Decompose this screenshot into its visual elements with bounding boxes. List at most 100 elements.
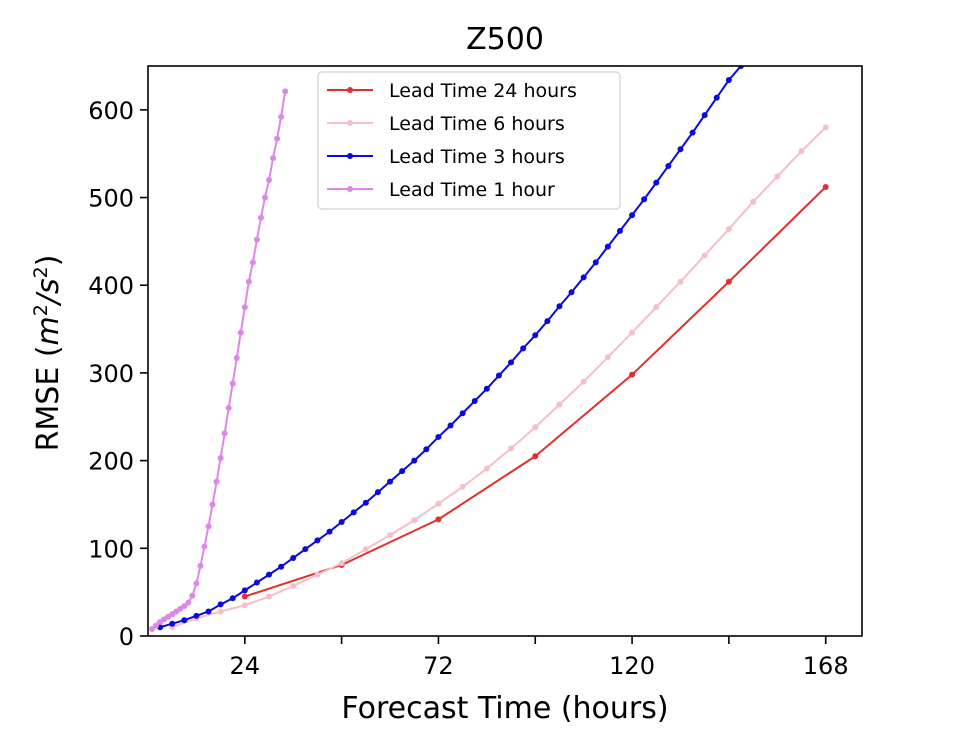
data-point: [725, 278, 732, 285]
data-point: [225, 405, 232, 411]
y-tick-label: 600: [88, 97, 134, 125]
data-point: [677, 146, 684, 153]
data-point: [266, 177, 273, 183]
data-point: [270, 155, 277, 162]
data-point: [653, 179, 660, 186]
data-point: [193, 612, 200, 619]
data-point: [701, 112, 708, 119]
data-point: [822, 184, 829, 191]
data-point: [229, 380, 236, 387]
x-axis-label: Forecast Time (hours): [341, 691, 668, 726]
data-point: [411, 517, 418, 524]
data-point: [282, 88, 289, 95]
data-point: [217, 454, 224, 461]
data-point: [495, 372, 502, 379]
data-point: [665, 162, 672, 169]
data-point: [483, 465, 490, 472]
data-point: [209, 501, 216, 508]
legend-swatch-marker: [347, 186, 353, 192]
data-point: [217, 601, 224, 608]
data-point: [261, 194, 268, 201]
data-point: [798, 148, 805, 155]
data-point: [245, 278, 252, 285]
data-point: [253, 579, 260, 586]
data-point: [326, 528, 333, 535]
series-lead-time-24-hours: [241, 184, 829, 600]
data-point: [774, 173, 781, 180]
series-lead-time-1-hour: [149, 88, 289, 632]
legend-label: Lead Time 3 hours: [389, 146, 565, 168]
data-point: [213, 478, 220, 485]
y-axis-label: RMSE (m2/s2): [30, 255, 66, 452]
legend-label: Lead Time 6 hours: [389, 113, 565, 135]
data-point: [568, 289, 575, 296]
data-point: [237, 329, 244, 336]
data-point: [459, 483, 466, 490]
legend-swatch-marker: [347, 87, 353, 93]
data-point: [653, 304, 660, 311]
data-point: [580, 274, 587, 281]
x-tick-label: 168: [803, 652, 849, 680]
data-point: [604, 354, 611, 361]
data-point: [689, 129, 696, 136]
data-point: [387, 478, 394, 485]
data-point: [253, 236, 260, 243]
data-point: [290, 583, 297, 590]
data-point: [447, 422, 454, 429]
data-point: [725, 77, 732, 84]
legend-entry: Lead Time 3 hours: [327, 146, 565, 168]
series-line: [244, 186, 827, 598]
data-point: [302, 546, 309, 553]
plot-area-frame: [147, 65, 863, 637]
data-point: [822, 124, 829, 131]
data-point: [362, 546, 369, 553]
data-point: [629, 212, 636, 219]
data-point: [241, 304, 248, 311]
data-point: [641, 196, 648, 203]
legend-entry: Lead Time 6 hours: [327, 113, 565, 135]
x-tick-label: 120: [609, 652, 655, 680]
data-point: [278, 113, 285, 120]
legend-entry: Lead Time 24 hours: [327, 80, 577, 102]
legend-label: Lead Time 1 hour: [389, 179, 555, 201]
y-label-text: RMSE (: [31, 345, 66, 451]
series-line: [151, 91, 287, 630]
data-point: [459, 410, 466, 417]
data-point: [338, 560, 345, 567]
legend-swatch-marker: [347, 120, 353, 126]
x-tick-label: 72: [423, 652, 454, 680]
data-point: [508, 359, 515, 366]
data-point: [629, 371, 636, 378]
y-tick-label: 400: [88, 272, 134, 300]
chart-legend: Lead Time 24 hours Lead Time 6 hours Lead …: [317, 71, 621, 210]
y-label-close: ): [31, 255, 66, 267]
data-point: [387, 532, 394, 539]
data-point: [616, 227, 623, 234]
data-point: [266, 593, 273, 600]
y-label-exp-1: 2: [30, 304, 52, 316]
data-point: [508, 445, 515, 452]
data-point: [604, 243, 611, 250]
data-point: [532, 332, 539, 339]
data-point: [556, 401, 563, 408]
data-point: [556, 303, 563, 310]
data-point: [241, 593, 248, 600]
y-tick-label: 500: [88, 185, 134, 213]
series-line: [171, 126, 827, 629]
data-point: [249, 259, 256, 266]
data-point: [435, 516, 442, 523]
data-point: [701, 252, 708, 259]
data-point: [423, 446, 430, 453]
data-point: [338, 519, 345, 525]
y-tick-label: 200: [88, 448, 134, 476]
data-point: [149, 625, 156, 632]
data-point: [471, 397, 478, 404]
y-label-unit-m: m: [31, 316, 66, 345]
data-point: [241, 602, 248, 609]
data-point: [532, 453, 539, 460]
data-point: [399, 468, 406, 475]
data-point: [520, 345, 527, 352]
data-point: [241, 587, 248, 594]
data-point: [435, 500, 442, 507]
data-point: [181, 603, 188, 610]
